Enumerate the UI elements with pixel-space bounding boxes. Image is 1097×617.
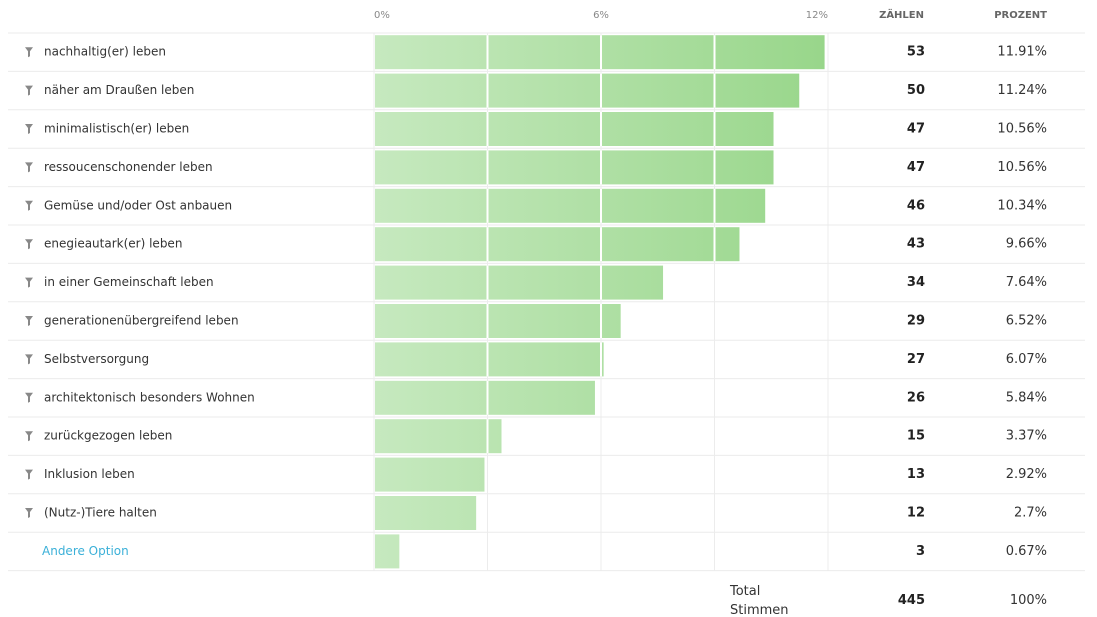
filter-icon xyxy=(25,162,33,173)
category-label: ressoucenschonender leben xyxy=(44,160,213,174)
percent: 11.91% xyxy=(997,45,1047,60)
category-label: Inklusion leben xyxy=(44,467,135,481)
category-label: zurückgezogen leben xyxy=(44,429,172,443)
bar xyxy=(375,265,664,300)
filter-icon xyxy=(25,392,33,403)
bar xyxy=(375,342,604,377)
bar xyxy=(375,380,595,415)
category-label: näher am Draußen leben xyxy=(44,83,194,97)
filter-icon xyxy=(25,85,33,96)
count: 47 xyxy=(907,122,925,137)
count: 15 xyxy=(907,429,925,444)
filter-icon xyxy=(25,316,33,326)
percent: 10.56% xyxy=(997,122,1047,137)
count: 47 xyxy=(907,160,925,175)
x-tick-label: 0% xyxy=(374,10,390,21)
percent: 9.66% xyxy=(1006,237,1047,252)
total-label: Total xyxy=(729,584,760,599)
percent: 11.24% xyxy=(997,83,1047,98)
bar xyxy=(375,188,766,223)
count: 12 xyxy=(907,506,925,521)
filter-icon xyxy=(25,469,33,480)
filter-icon xyxy=(25,239,33,250)
percent: 10.34% xyxy=(997,198,1047,213)
percent: 2.7% xyxy=(1014,506,1047,521)
bar xyxy=(375,35,825,70)
total-label: Stimmen xyxy=(730,603,789,617)
bar xyxy=(375,304,621,338)
percent: 2.92% xyxy=(1006,467,1047,482)
percent: 3.37% xyxy=(1006,429,1047,444)
filter-icon xyxy=(25,354,33,365)
percent: 0.67% xyxy=(1006,544,1047,559)
filter-icon xyxy=(25,277,33,288)
category-link[interactable]: Andere Option xyxy=(42,544,129,558)
bar xyxy=(375,73,800,108)
category-label: nachhaltig(er) leben xyxy=(44,45,166,59)
category-label: Selbstversorgung xyxy=(44,352,149,366)
filter-icon xyxy=(25,124,33,134)
bar xyxy=(375,419,502,454)
total-count: 445 xyxy=(898,593,925,608)
bar xyxy=(375,534,400,569)
x-tick-label: 6% xyxy=(593,10,609,21)
count: 53 xyxy=(907,45,925,60)
count: 34 xyxy=(907,275,925,290)
count: 50 xyxy=(907,83,925,98)
bar xyxy=(375,150,774,185)
total-percent: 100% xyxy=(1010,593,1047,608)
percent: 10.56% xyxy=(997,160,1047,175)
filter-icon xyxy=(25,508,33,518)
percent: 6.07% xyxy=(1006,352,1047,367)
percent: 6.52% xyxy=(1006,314,1047,329)
filter-icon xyxy=(25,431,33,442)
category-label: Gemüse und/oder Ost anbauen xyxy=(44,198,232,212)
category-label: in einer Gemeinschaft leben xyxy=(44,275,214,289)
filter-icon xyxy=(25,200,33,211)
category-label: generationenübergreifend leben xyxy=(44,314,239,328)
category-label: enegieautark(er) leben xyxy=(44,237,182,251)
bar xyxy=(375,112,774,146)
percent: 7.64% xyxy=(1006,275,1047,290)
count-header: ZÄHLEN xyxy=(879,7,924,21)
count: 27 xyxy=(907,352,925,367)
count: 13 xyxy=(907,467,925,482)
count: 46 xyxy=(907,198,925,213)
percent-header: PROZENT xyxy=(994,10,1047,21)
count: 29 xyxy=(907,314,925,329)
count: 26 xyxy=(907,390,925,405)
percent: 5.84% xyxy=(1006,390,1047,405)
category-label: architektonisch besonders Wohnen xyxy=(44,390,255,404)
bar xyxy=(375,496,477,530)
filter-icon xyxy=(25,47,33,58)
category-label: minimalistisch(er) leben xyxy=(44,122,189,136)
count: 43 xyxy=(907,237,925,252)
category-label: (Nutz-)Tiere halten xyxy=(44,506,157,520)
x-tick-label: 12% xyxy=(806,10,828,21)
count: 3 xyxy=(916,544,925,559)
bar xyxy=(375,457,485,492)
bar xyxy=(375,227,740,262)
